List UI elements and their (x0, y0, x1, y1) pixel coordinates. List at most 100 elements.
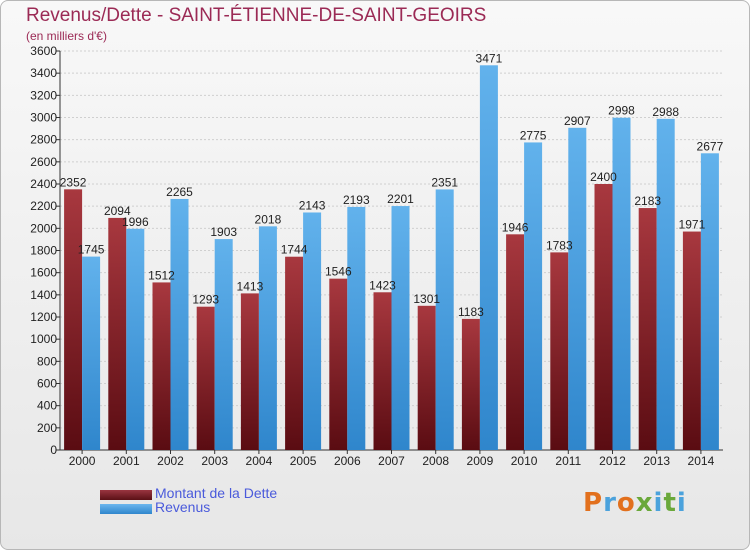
y-tick-label: 3200 (30, 88, 57, 102)
logo-letter: P (583, 488, 604, 518)
data-label-revenus: 3471 (476, 51, 503, 65)
data-label-dette: 1512 (148, 268, 175, 282)
legend-label-revenus: Revenus (155, 499, 211, 515)
logo-letter: o (616, 488, 636, 518)
data-label-dette: 2183 (634, 194, 661, 208)
x-tick-label: 2013 (643, 454, 670, 468)
bar-dette (152, 282, 171, 450)
logo-letter: x (635, 488, 654, 518)
x-tick-label: 2014 (688, 454, 715, 468)
x-tick-label: 2006 (334, 454, 361, 468)
data-label-dette: 1423 (369, 278, 396, 292)
y-tick-label: 800 (37, 354, 57, 368)
bar-revenus (568, 127, 587, 451)
x-tick-label: 2005 (290, 454, 317, 468)
y-tick-label: 0 (50, 443, 57, 457)
y-tick-label: 3600 (30, 44, 57, 58)
bar-dette (506, 234, 525, 450)
x-tick-label: 2009 (467, 454, 494, 468)
data-label-dette: 2400 (590, 170, 617, 184)
bar-dette (594, 184, 613, 450)
bar-dette (682, 231, 701, 450)
y-tick-label: 200 (37, 421, 57, 435)
bar-revenus (435, 189, 454, 450)
x-tick-label: 2008 (422, 454, 449, 468)
logo-letter: r (603, 488, 617, 518)
data-label-revenus: 2018 (255, 212, 282, 226)
x-tick-label: 2000 (69, 454, 96, 468)
data-label-revenus: 2265 (166, 185, 193, 199)
data-label-revenus: 2677 (697, 139, 724, 153)
bar-dette (64, 189, 83, 450)
y-tick-label: 3400 (30, 66, 57, 80)
bar-dette (461, 318, 480, 450)
data-label-revenus: 2907 (564, 114, 591, 128)
data-label-dette: 2094 (104, 204, 131, 218)
chart-title: Revenus/Dette - SAINT-ÉTIENNE-DE-SAINT-G… (26, 5, 487, 26)
y-tick-label: 2400 (30, 177, 57, 191)
x-tick-label: 2007 (378, 454, 405, 468)
x-tick-label: 2011 (555, 454, 581, 468)
data-label-revenus: 2351 (431, 175, 458, 189)
y-tick-label: 600 (37, 377, 57, 391)
data-label-revenus: 2143 (299, 198, 326, 212)
data-label-dette: 1546 (325, 265, 352, 279)
legend-label-dette: Montant de la Dette (155, 485, 278, 501)
data-label-dette: 1183 (458, 305, 484, 319)
y-tick-label: 1600 (30, 266, 57, 280)
data-label-dette: 1293 (192, 293, 219, 307)
data-label-revenus: 1996 (122, 215, 149, 229)
logo-letter: i (653, 488, 664, 518)
data-label-revenus: 1745 (78, 243, 105, 257)
bar-revenus (391, 206, 410, 450)
data-label-dette: 1971 (679, 218, 706, 232)
data-label-dette: 2352 (60, 175, 87, 189)
bar-dette (550, 252, 569, 450)
x-tick-label: 2003 (201, 454, 228, 468)
bar-dette (417, 305, 436, 450)
x-tick-label: 2004 (246, 454, 273, 468)
y-tick-label: 400 (37, 399, 57, 413)
data-label-revenus: 1903 (210, 225, 237, 239)
bar-revenus (347, 206, 366, 450)
y-tick-label: 2000 (30, 221, 57, 235)
proxiti-logo: Proxiti (583, 488, 687, 518)
bar-revenus (656, 118, 675, 450)
bar-revenus (479, 65, 498, 451)
y-tick-label: 2200 (30, 199, 57, 213)
data-label-revenus: 2193 (343, 193, 370, 207)
y-tick-label: 2600 (30, 155, 57, 169)
data-label-revenus: 2988 (652, 105, 679, 119)
bar-revenus (126, 228, 145, 450)
y-tick-label: 2800 (30, 133, 57, 147)
legend-swatch-revenus (100, 504, 152, 514)
y-tick-label: 1200 (30, 310, 57, 324)
bar-revenus (258, 226, 277, 450)
bar-revenus (170, 198, 189, 450)
bar-dette (373, 292, 392, 450)
bar-dette (108, 217, 127, 450)
bar-dette (329, 278, 348, 450)
x-tick-label: 2010 (511, 454, 538, 468)
bar-dette (196, 306, 215, 450)
data-label-dette: 1744 (281, 243, 308, 257)
bar-revenus (82, 256, 101, 450)
data-label-dette: 1946 (502, 220, 529, 234)
bar-dette (638, 208, 657, 450)
data-label-dette: 1783 (546, 238, 573, 252)
data-label-dette: 1413 (237, 279, 264, 293)
y-tick-label: 3000 (30, 111, 57, 125)
bar-dette (285, 256, 304, 450)
bar-revenus (612, 117, 631, 450)
logo-letter: t (663, 488, 677, 518)
y-tick-label: 1800 (30, 244, 57, 258)
data-label-dette: 1301 (413, 292, 440, 306)
x-tick-label: 2002 (157, 454, 184, 468)
x-tick-label: 2001 (113, 454, 140, 468)
bar-revenus (524, 142, 543, 450)
y-tick-label: 1000 (30, 332, 57, 346)
logo-letter: i (676, 488, 687, 518)
bar-dette (240, 293, 259, 450)
bar-revenus (214, 239, 233, 450)
